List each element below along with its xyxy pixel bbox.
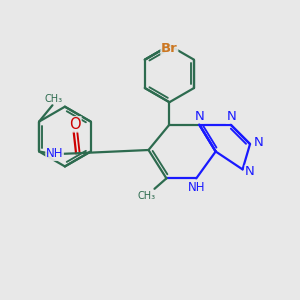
Text: N: N	[254, 136, 263, 149]
Text: N: N	[194, 110, 204, 123]
Text: NH: NH	[188, 182, 206, 194]
Text: NH: NH	[46, 147, 63, 161]
Text: Br: Br	[161, 42, 178, 55]
Text: CH₃: CH₃	[44, 94, 62, 103]
Text: O: O	[69, 117, 81, 132]
Text: N: N	[226, 110, 236, 123]
Text: N: N	[245, 165, 255, 178]
Text: CH₃: CH₃	[138, 191, 156, 201]
